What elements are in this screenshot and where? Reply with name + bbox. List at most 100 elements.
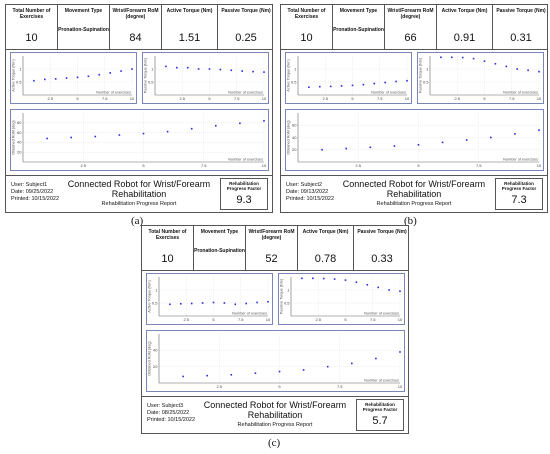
data-point <box>516 68 518 70</box>
y-tick-label: 0.5 <box>16 79 22 84</box>
active-label: Active Torque (Nm) <box>441 8 488 14</box>
data-point <box>377 286 379 289</box>
summary-header: Total Number of Exercises 10 Movement Ty… <box>6 5 272 50</box>
y-tick-label: 60 <box>17 130 22 135</box>
data-point <box>256 301 258 304</box>
report-footer: User: Subject3 Date: 08/25/2022 Printed:… <box>142 396 408 433</box>
data-point <box>322 277 325 280</box>
data-point <box>483 60 486 62</box>
data-point <box>245 302 247 305</box>
exercises-value: 10 <box>300 32 313 44</box>
rom-plot: 2.5 5 7.5 10 20 40 Number of exercises Obtained… <box>146 330 405 392</box>
data-point <box>373 82 376 85</box>
data-point <box>142 132 145 135</box>
date-value: 09/25/2022 <box>25 189 54 195</box>
progress-factor-label: Rehabilitation Progress Factor <box>362 402 398 412</box>
x-tick-label: 7.5 <box>337 384 343 389</box>
x-tick-label: 7.5 <box>201 163 207 168</box>
data-point <box>472 57 475 60</box>
data-point <box>538 70 540 73</box>
x-tick-label: 10 <box>398 384 403 389</box>
x-tick-label: 10 <box>130 96 135 101</box>
printed-value: 10/15/2022 <box>167 417 196 423</box>
data-point <box>461 56 464 59</box>
x-tick-label: 7.5 <box>234 96 240 101</box>
data-point <box>340 85 343 87</box>
rom-label: Wrist/Forearm RoM (degree) <box>112 8 159 20</box>
active-torque-plot: 2.5 5 7.5 10 0.5 1 Number of exercises Active T… <box>285 52 412 104</box>
date-value: 09/13/2022 <box>300 189 329 195</box>
rom-value: 52 <box>265 253 278 265</box>
exercises-value: 10 <box>25 32 38 44</box>
x-tick-label: 7.5 <box>238 317 244 322</box>
y-axis-label: Obtained RoM (deg) <box>12 120 16 155</box>
x-tick-label: 5 <box>344 317 347 322</box>
x-axis-label: Number of exercises <box>364 312 399 316</box>
data-point <box>344 279 347 281</box>
y-axis-label: Passive Torque (Nm) <box>280 278 284 314</box>
data-point <box>219 68 222 71</box>
data-point <box>538 129 540 131</box>
movement-cell: Movement Type Pronation-Supination <box>58 5 110 49</box>
data-point <box>399 290 401 293</box>
exercises-cell: Total Number of Exercises 10 <box>281 5 333 49</box>
passive-torque-plot: 2.5 5 7.5 10 0.5 1 Number of exercises Passive … <box>417 52 544 104</box>
date-line: Date: 08/25/2022 <box>147 410 190 416</box>
user-line: User: Subject3 <box>147 403 184 409</box>
active-torque-plot: 2.5 5 7.5 10 0.5 1 Number of exercises Active T… <box>146 273 273 325</box>
data-point <box>395 80 397 83</box>
x-tick-label: 5 <box>278 384 281 389</box>
y-tick-label: 20 <box>153 364 158 369</box>
y-tick-label: 1 <box>155 287 158 292</box>
printed-line: Printed: 10/15/2022 <box>11 196 60 202</box>
passive-cell: Passive Torque (Nm) 0.33 <box>354 226 410 270</box>
y-axis-label: Obtained RoM (deg) <box>287 120 291 155</box>
data-point <box>263 71 265 73</box>
progress-factor-value: 9.3 <box>236 194 252 206</box>
x-axis-label: Number of exercises <box>364 379 399 383</box>
progress-factor-box: Rehabilitation Progress Factor 7.3 <box>495 178 543 210</box>
report-title: Connected Robot for Wrist/Forearm Rehabi… <box>203 400 347 420</box>
x-tick-label: 2.5 <box>322 96 328 101</box>
x-tick-label: 10 <box>405 96 410 101</box>
data-point <box>109 72 111 74</box>
user-value: Subject1 <box>25 182 48 188</box>
progress-factor-label: Rehabilitation Progress Factor <box>501 181 537 191</box>
caption-b: (b) <box>404 215 417 227</box>
rom-cell: Wrist/Forearm RoM (degree) 66 <box>385 5 437 49</box>
data-point <box>190 127 193 130</box>
data-point <box>98 73 101 76</box>
data-point <box>54 78 57 80</box>
data-point <box>223 302 226 304</box>
progress-factor-box: Rehabilitation Progress Factor 5.7 <box>356 399 404 431</box>
data-point <box>208 68 211 70</box>
data-point <box>369 146 372 149</box>
data-point <box>176 66 178 69</box>
y-tick-label: 0.5 <box>148 79 154 84</box>
y-tick-label: 0.5 <box>291 79 297 84</box>
data-point <box>212 301 215 304</box>
data-point <box>406 79 408 82</box>
active-cell: Active Torque (Nm) 0.91 <box>437 5 493 49</box>
y-tick-label: 1 <box>294 66 297 71</box>
data-point <box>329 85 332 88</box>
data-point <box>355 281 358 283</box>
rom-label: Wrist/Forearm RoM (degree) <box>248 229 295 241</box>
y-tick-label: 40 <box>153 348 158 353</box>
report-subtitle: Rehabilitation Progress Report <box>376 201 452 207</box>
passive-label: Passive Torque (Nm) <box>357 229 407 235</box>
data-point <box>46 137 48 140</box>
passive-torque-plot: 2.5 5 7.5 10 0.5 1 Number of exercises Passive … <box>142 52 269 104</box>
y-tick-label: 0.5 <box>423 79 429 84</box>
report-panel-b: Total Number of Exercises 10 Movement Ty… <box>280 4 548 213</box>
exercises-label: Total Number of Exercises <box>12 8 51 20</box>
data-point <box>326 365 329 368</box>
passive-cell: Passive Torque (Nm) 0.25 <box>218 5 274 49</box>
data-point <box>87 75 90 78</box>
report-subtitle: Rehabilitation Progress Report <box>237 422 313 428</box>
active-label: Active Torque (Nm) <box>166 8 213 14</box>
x-tick-label: 10 <box>537 163 542 168</box>
summary-header: Total Number of Exercises 10 Movement Ty… <box>281 5 547 50</box>
report-footer: User: Subject2 Date: 09/13/2022 Printed:… <box>281 175 547 212</box>
report-panel-a: Total Number of Exercises 10 Movement Ty… <box>5 4 273 213</box>
